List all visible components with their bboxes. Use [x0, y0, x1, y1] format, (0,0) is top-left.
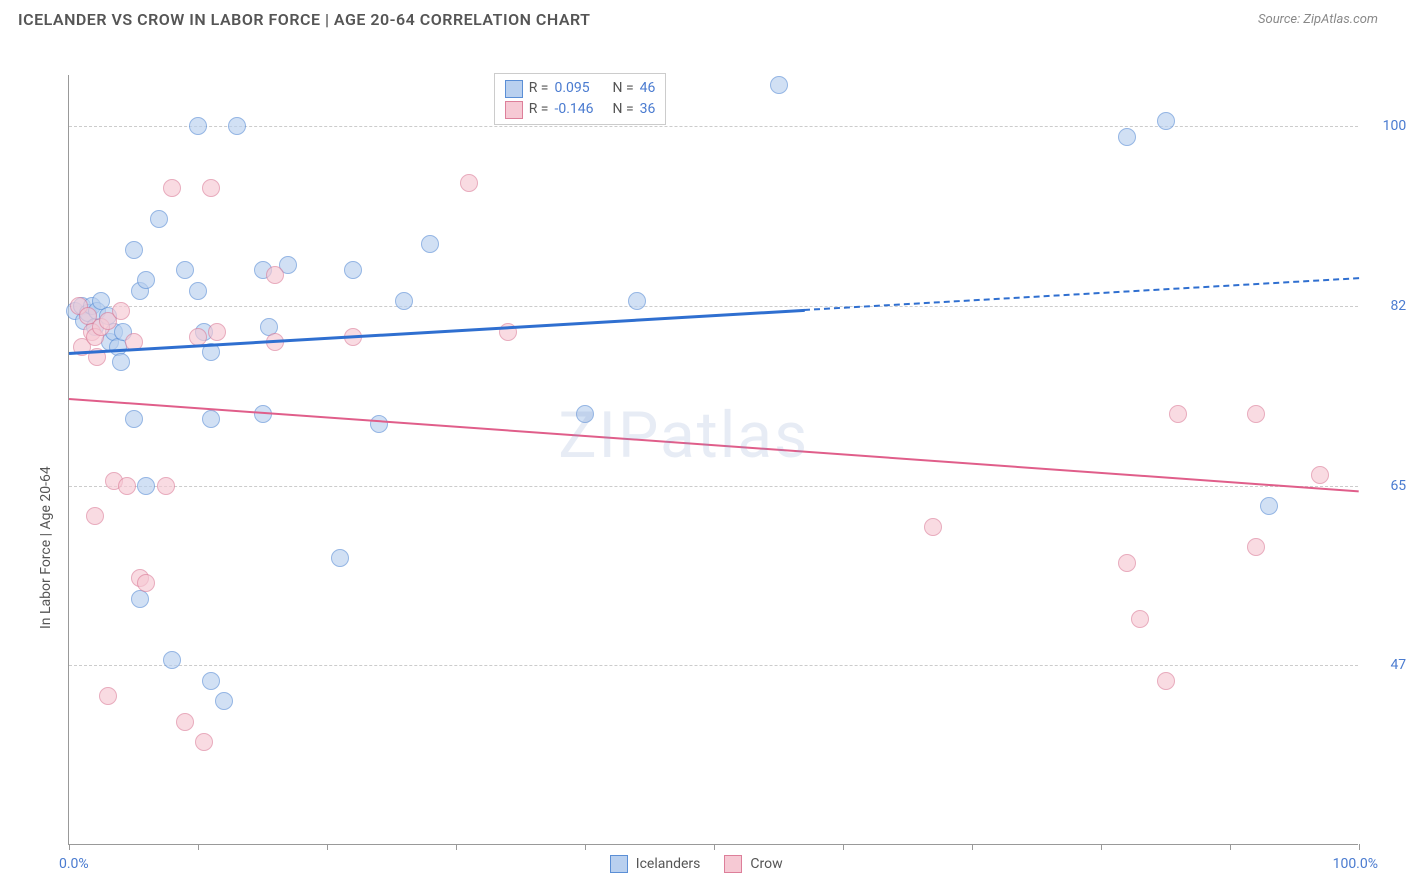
x-max-label: 100.0% — [1333, 856, 1378, 872]
data-point — [1247, 405, 1265, 423]
x-tick — [69, 844, 70, 850]
trend-line — [69, 398, 1359, 492]
legend-swatch — [505, 80, 523, 98]
x-tick — [585, 844, 586, 850]
legend-item: Icelanders — [610, 855, 701, 873]
data-point — [125, 241, 143, 259]
data-point — [1157, 112, 1175, 130]
data-point — [137, 477, 155, 495]
legend-swatch — [724, 855, 742, 873]
y-tick-label: 47.5% — [1368, 657, 1406, 673]
data-point — [195, 733, 213, 751]
data-point — [112, 353, 130, 371]
data-point — [131, 590, 149, 608]
data-point — [112, 302, 130, 320]
legend-swatch — [505, 101, 523, 119]
data-point — [215, 692, 233, 710]
data-point — [344, 261, 362, 279]
gridline — [69, 665, 1358, 666]
data-point — [176, 713, 194, 731]
data-point — [228, 117, 246, 135]
trend-line — [69, 309, 804, 355]
data-point — [157, 477, 175, 495]
y-tick-label: 65.0% — [1368, 478, 1406, 494]
legend-row: R =-0.146 N = 36 — [505, 99, 656, 120]
data-point — [202, 410, 220, 428]
data-point — [266, 266, 284, 284]
n-label: N = — [612, 78, 633, 99]
r-label: R = — [529, 78, 549, 99]
chart-header: ICELANDER VS CROW IN LABOR FORCE | AGE 2… — [0, 0, 1406, 35]
legend-item: Crow — [724, 855, 782, 873]
data-point — [370, 415, 388, 433]
x-min-label: 0.0% — [59, 856, 89, 872]
data-point — [163, 179, 181, 197]
y-tick-label: 100.0% — [1368, 118, 1406, 134]
data-point — [1131, 610, 1149, 628]
data-point — [331, 549, 349, 567]
data-point — [1118, 128, 1136, 146]
correlation-scatter-chart: 47.5%65.0%82.5%100.0%0.0%100.0% In Labor … — [18, 35, 1388, 885]
x-tick — [1101, 844, 1102, 850]
x-tick — [327, 844, 328, 850]
y-tick-label: 82.5% — [1368, 298, 1406, 314]
data-point — [189, 282, 207, 300]
data-point — [137, 271, 155, 289]
data-point — [86, 507, 104, 525]
data-point — [1157, 672, 1175, 690]
n-value: 46 — [640, 78, 656, 99]
legend-label: Icelanders — [636, 856, 701, 872]
data-point — [163, 651, 181, 669]
r-label: R = — [529, 99, 549, 120]
x-tick — [714, 844, 715, 850]
gridline — [69, 486, 1358, 487]
data-point — [189, 117, 207, 135]
data-point — [176, 261, 194, 279]
data-point — [395, 292, 413, 310]
x-tick — [198, 844, 199, 850]
data-point — [125, 410, 143, 428]
data-point — [1260, 497, 1278, 515]
x-tick — [1359, 844, 1360, 850]
correlation-legend: R =0.095 N = 46 R =-0.146 N = 36 — [494, 73, 667, 125]
legend-swatch — [610, 855, 628, 873]
data-point — [202, 672, 220, 690]
y-axis-label: In Labor Force | Age 20-64 — [38, 467, 54, 630]
data-point — [1311, 466, 1329, 484]
x-tick — [456, 844, 457, 850]
gridline — [69, 306, 1358, 307]
data-point — [421, 235, 439, 253]
x-tick — [1230, 844, 1231, 850]
data-point — [628, 292, 646, 310]
r-value: 0.095 — [554, 78, 606, 99]
x-tick — [972, 844, 973, 850]
series-legend: Icelanders Crow — [610, 855, 783, 873]
data-point — [150, 210, 168, 228]
data-point — [118, 477, 136, 495]
data-point — [1118, 554, 1136, 572]
data-point — [208, 323, 226, 341]
source-attribution: Source: ZipAtlas.com — [1258, 12, 1378, 27]
data-point — [770, 76, 788, 94]
chart-title: ICELANDER VS CROW IN LABOR FORCE | AGE 2… — [18, 10, 591, 29]
legend-label: Crow — [750, 856, 782, 872]
data-point — [1247, 538, 1265, 556]
data-point — [202, 179, 220, 197]
x-tick — [843, 844, 844, 850]
legend-row: R =0.095 N = 46 — [505, 78, 656, 99]
data-point — [924, 518, 942, 536]
data-point — [460, 174, 478, 192]
n-value: 36 — [640, 99, 656, 120]
plot-area: 47.5%65.0%82.5%100.0%0.0%100.0% — [68, 75, 1358, 845]
data-point — [137, 574, 155, 592]
n-label: N = — [612, 99, 633, 120]
data-point — [1169, 405, 1187, 423]
data-point — [99, 687, 117, 705]
data-point — [576, 405, 594, 423]
r-value: -0.146 — [554, 99, 606, 120]
